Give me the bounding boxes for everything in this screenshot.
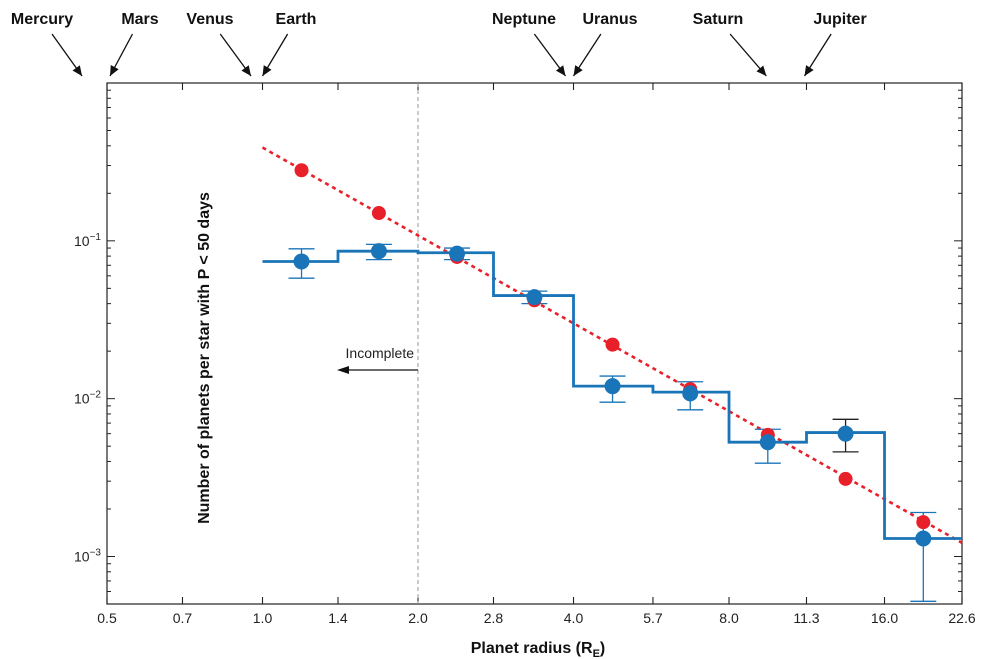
planet-label: Venus — [186, 11, 233, 28]
blue-data-point — [370, 243, 387, 260]
blue-data-point — [915, 530, 932, 547]
planet-arrowhead — [555, 65, 566, 76]
y-tick-label: 10−3 — [74, 547, 101, 564]
x-tick-label: 4.0 — [564, 610, 584, 626]
series — [261, 146, 963, 602]
incompleteness-arrowhead — [337, 366, 349, 374]
planet-label: Mars — [121, 11, 158, 28]
planet-arrowhead — [756, 65, 767, 76]
y-tick-label: 10−2 — [74, 390, 101, 407]
incompleteness-label: Incomplete — [346, 345, 415, 361]
red-data-point — [838, 471, 853, 486]
blue-data-point — [293, 253, 310, 270]
x-tick-label: 16.0 — [871, 610, 898, 626]
x-axis-label: Planet radius (RE) — [471, 640, 605, 659]
red-data-point — [294, 163, 309, 178]
planet-arrowhead — [241, 65, 251, 76]
planet-label: Uranus — [582, 11, 637, 28]
y-axis-label: Number of planets per star with P < 50 d… — [196, 192, 213, 524]
planet-label: Neptune — [492, 11, 556, 28]
planet-arrowhead — [804, 65, 814, 76]
x-tick-label: 1.4 — [328, 610, 348, 626]
blue-data-point — [682, 385, 699, 402]
x-tick-label: 5.7 — [643, 610, 663, 626]
planet-arrowhead — [110, 65, 119, 76]
x-tick-label: 2.0 — [408, 610, 428, 626]
planet-arrowhead — [262, 65, 272, 76]
x-tick-label: 11.3 — [793, 610, 819, 626]
blue-data-point — [449, 245, 466, 262]
y-tick-label: 10−1 — [74, 232, 101, 249]
x-tick-label: 8.0 — [719, 610, 739, 626]
planet-label: Saturn — [693, 11, 744, 28]
x-axis: 0.5 0.7 1.0 1.4 2.0 2.8 4.0 5.7 8.0 11.3 16.0 22.6 — [97, 83, 976, 626]
blue-data-point — [526, 289, 543, 306]
x-tick-label: 0.7 — [173, 610, 193, 626]
x-tick-label: 2.8 — [484, 610, 504, 626]
red-data-point — [605, 337, 620, 352]
x-tick-label: 0.5 — [97, 610, 117, 626]
red-data-point — [371, 206, 386, 221]
plot-frame — [106, 82, 963, 605]
y-axis: 10−1 10−2 10−3 — [74, 82, 962, 605]
planet-arrowhead — [72, 65, 82, 76]
blue-data-point — [837, 425, 854, 442]
red-data-point — [916, 515, 931, 530]
planet-markers: Mercury Mars Venus Earth Neptune Uranus Saturn… — [11, 11, 867, 77]
planet-arrowhead — [573, 65, 583, 76]
planet-label: Jupiter — [813, 11, 866, 28]
planet-label: Earth — [276, 11, 317, 28]
blue-data-point — [604, 378, 621, 395]
x-tick-label: 1.0 — [253, 610, 273, 626]
x-tick-label: 22.6 — [948, 610, 975, 626]
planet-label: Mercury — [11, 11, 73, 28]
blue-data-point — [759, 434, 776, 451]
